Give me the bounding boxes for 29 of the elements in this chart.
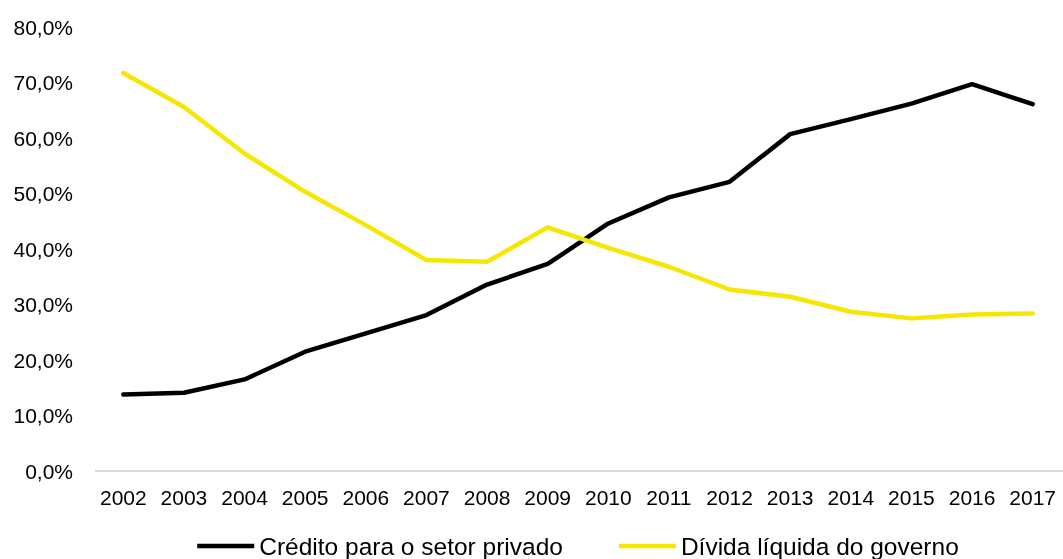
x-tick-label: 2010 <box>584 485 632 509</box>
x-tick-label: 2007 <box>403 485 450 509</box>
x-tick-label: 2012 <box>706 485 753 509</box>
x-tick-label: 2002 <box>99 485 147 509</box>
y-tick-label: 70,0% <box>13 71 73 94</box>
x-tick-label: 2003 <box>160 485 208 509</box>
line-series <box>121 70 1035 321</box>
x-tick-label: 2006 <box>342 485 390 509</box>
y-tick-label: 30,0% <box>13 293 73 316</box>
x-tick-label: 2014 <box>827 485 875 509</box>
x-tick-label: 2009 <box>524 485 572 509</box>
y-tick-label: 10,0% <box>13 404 73 427</box>
y-tick-label: 40,0% <box>13 237 73 261</box>
x-tick-label: 2013 <box>766 485 814 509</box>
x-tick-label: 2015 <box>888 485 935 509</box>
line-series <box>121 81 1035 397</box>
x-tick-label: 2011 <box>646 485 692 509</box>
x-tick-label: 2008 <box>463 485 511 509</box>
x-tick-label: 2017 <box>1009 485 1057 509</box>
y-tick-label: 60,0% <box>13 126 73 150</box>
x-tick-label: 2005 <box>281 485 329 509</box>
y-tick-label: 20,0% <box>13 348 73 372</box>
y-tick-label: 50,0% <box>13 182 73 205</box>
x-tick-label: 2004 <box>221 485 269 509</box>
legend-label: Dívida líquida do governo <box>680 532 959 559</box>
y-tick-label: 0,0% <box>25 459 73 483</box>
x-tick-label: 2016 <box>948 485 996 509</box>
legend-label: Crédito para o setor privado <box>259 532 563 559</box>
y-tick-label: 80,0% <box>13 15 73 39</box>
